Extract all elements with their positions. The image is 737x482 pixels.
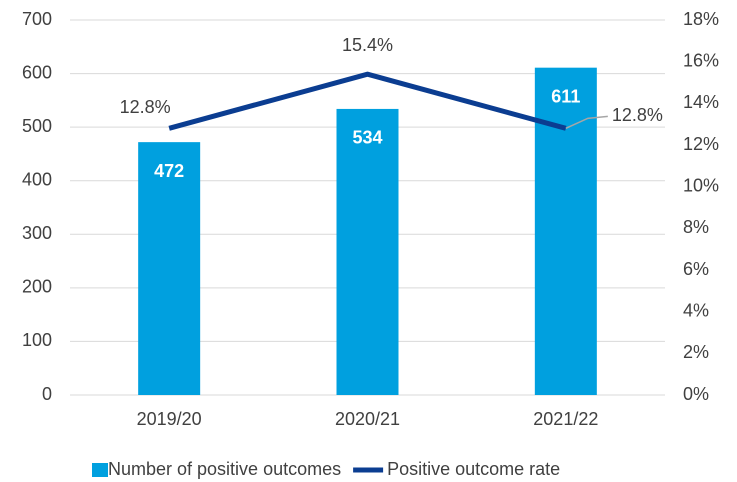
bar-value-label: 611 (551, 86, 580, 106)
y2-tick-label: 4% (683, 300, 709, 320)
y2-tick-label: 10% (683, 175, 719, 195)
y-tick-label: 200 (22, 277, 52, 297)
legend-label: Number of positive outcomes (108, 459, 341, 479)
y2-tick-label: 0% (683, 384, 709, 404)
line-value-label: 12.8% (612, 105, 663, 125)
y2-tick-label: 18% (683, 9, 719, 29)
y2-tick-label: 8% (683, 217, 709, 237)
y-tick-label: 300 (22, 223, 52, 243)
x-tick-label: 2021/22 (533, 409, 598, 429)
y-tick-label: 700 (22, 9, 52, 29)
x-tick-label: 2019/20 (137, 409, 202, 429)
line-value-label: 15.4% (342, 35, 393, 55)
y2-tick-label: 14% (683, 92, 719, 112)
bar (534, 67, 597, 395)
bar-value-label: 472 (154, 161, 184, 181)
y2-tick-label: 2% (683, 342, 709, 362)
y2-tick-label: 16% (683, 50, 719, 70)
bar-value-label: 534 (352, 128, 382, 148)
leader-line (565, 115, 608, 130)
line-value-label: 12.8% (120, 97, 171, 117)
y-tick-label: 0 (42, 384, 52, 404)
y-tick-label: 400 (22, 169, 52, 189)
bar (138, 142, 201, 395)
bar (336, 108, 399, 395)
line (168, 71, 567, 131)
y-tick-label: 500 (22, 116, 52, 136)
y-tick-label: 100 (22, 330, 52, 350)
x-tick-label: 2020/21 (335, 409, 400, 429)
y2-tick-label: 12% (683, 134, 719, 154)
y2-tick-label: 6% (683, 259, 709, 279)
y-tick-label: 600 (22, 62, 52, 82)
legend-label: Positive outcome rate (387, 459, 560, 479)
legend-swatch (92, 463, 108, 477)
